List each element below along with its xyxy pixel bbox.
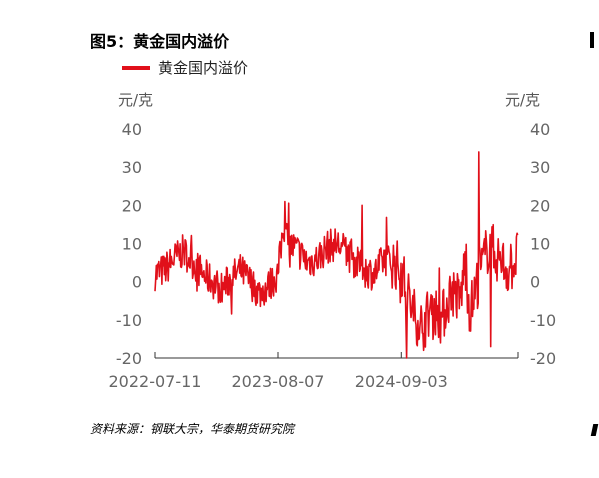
y-axis-unit-right: 元/克 xyxy=(505,91,541,109)
source-note: 资料来源：钢联大宗，华泰期货研究院 xyxy=(90,422,295,436)
y-tick-label-left: 20 xyxy=(122,196,142,215)
x-tick-label: 2024-09-03 xyxy=(355,372,448,391)
legend: 黄金国内溢价 xyxy=(122,57,248,78)
x-tick-label: 2023-08-07 xyxy=(231,372,324,391)
y-axis-unit-left: 元/克 xyxy=(118,91,154,109)
y-tick-label-left: 10 xyxy=(122,235,142,254)
y-tick-label-right: 0 xyxy=(530,273,540,292)
y-tick-label-right: 40 xyxy=(530,120,550,139)
tick-labels: 2022-07-11 2023-08-07 2024-09-03 -20 -20 -10 -… xyxy=(109,120,557,391)
y-tick-label-left: 30 xyxy=(122,158,142,177)
y-tick-label-right: -20 xyxy=(530,349,556,368)
y-tick-label-left: -10 xyxy=(116,311,142,330)
y-tick-label-right: 10 xyxy=(530,235,550,254)
y-tick-label-right: 20 xyxy=(530,196,550,215)
y-tick-label-right: -10 xyxy=(530,311,556,330)
y-tick-label-left: 0 xyxy=(132,273,142,292)
legend-swatch xyxy=(122,65,150,70)
y-tick-label-left: -20 xyxy=(116,349,142,368)
y-tick-label-left: 40 xyxy=(122,120,142,139)
x-tick-label: 2022-07-11 xyxy=(109,372,202,391)
series-layer xyxy=(154,151,519,359)
legend-label: 黄金国内溢价 xyxy=(158,59,249,77)
next-panel-edge xyxy=(590,32,594,48)
series-line-黄金国内溢价 xyxy=(154,151,519,359)
y-tick-label-right: 30 xyxy=(530,158,550,177)
chart-title: 图5：黄金国内溢价 xyxy=(90,32,230,51)
axes xyxy=(154,352,519,359)
